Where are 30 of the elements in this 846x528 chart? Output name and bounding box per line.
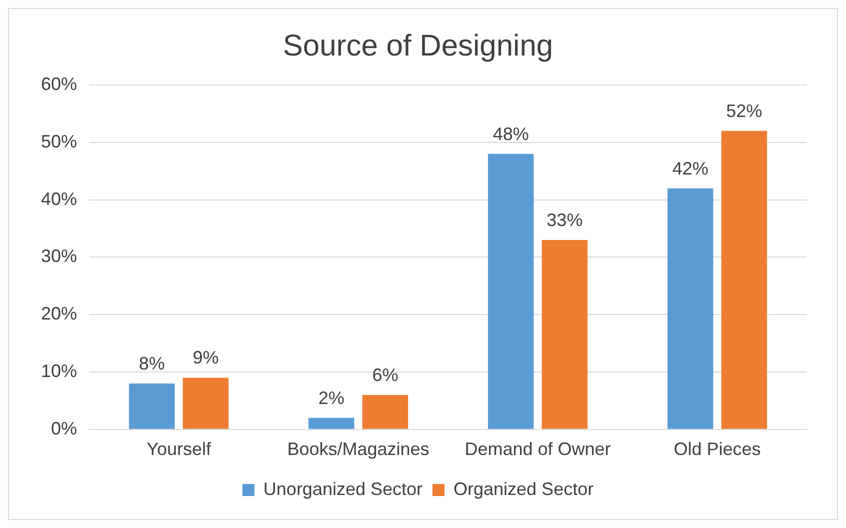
- bar: [488, 154, 534, 429]
- x-tick-label: Books/Magazines: [287, 439, 430, 460]
- y-tick-label: 60%: [40, 74, 78, 94]
- chart-title: Source of Designing: [282, 29, 554, 62]
- y-tick-label: 30%: [40, 246, 78, 266]
- data-label: 6%: [372, 364, 398, 385]
- legend-label: Organized Sector: [454, 478, 594, 499]
- y-tick-label: 40%: [40, 188, 78, 209]
- bar: [128, 383, 175, 429]
- y-tick-label: 10%: [40, 360, 78, 381]
- data-label: 48%: [492, 124, 529, 144]
- bar: [308, 418, 354, 429]
- y-tick-label: 20%: [40, 304, 78, 324]
- data-label: 52%: [726, 100, 762, 121]
- y-tick-label: 0%: [51, 418, 78, 438]
- bar: [362, 394, 408, 429]
- x-tick-label: Demand of Owner: [464, 439, 611, 460]
- legend-label: Unorganized Sector: [263, 478, 423, 499]
- bar: [667, 188, 714, 429]
- x-tick-label: Old Pieces: [674, 439, 761, 460]
- bar: [182, 378, 229, 429]
- data-label: 2%: [318, 388, 344, 408]
- data-label: 42%: [672, 158, 708, 178]
- data-label: 9%: [192, 348, 219, 368]
- bar: [721, 130, 768, 429]
- data-label: 33%: [546, 210, 583, 230]
- y-tick-label: 50%: [40, 131, 78, 152]
- x-tick-label: Yourself: [146, 439, 212, 460]
- data-label: 8%: [138, 353, 165, 374]
- bar: [542, 240, 588, 429]
